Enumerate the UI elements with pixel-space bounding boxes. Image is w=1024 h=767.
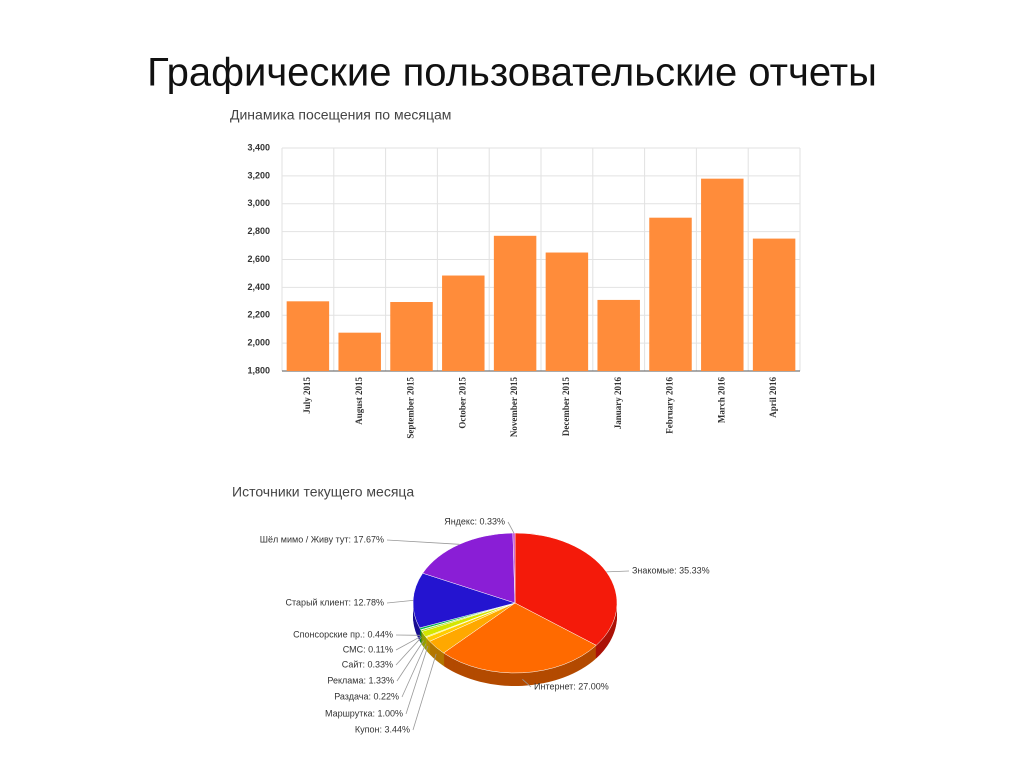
leader-line <box>606 570 630 573</box>
slice-label: Интернет: 27.00% <box>534 681 609 691</box>
x-tick-label: February 2016 <box>665 377 675 434</box>
slice-label: Спонсорские пр.: 0.44% <box>293 629 393 639</box>
x-tick-label: March 2016 <box>716 377 726 424</box>
bar <box>390 302 433 371</box>
y-tick-label: 3,400 <box>247 142 270 152</box>
slice-label: Реклама: 1.33% <box>327 675 394 685</box>
bar <box>286 301 330 371</box>
y-tick-label: 2,200 <box>247 310 270 320</box>
x-tick-label: July 2015 <box>302 377 312 414</box>
y-tick-label: 2,000 <box>247 338 270 348</box>
leader-line <box>412 653 437 731</box>
slice <box>512 532 516 604</box>
bar <box>701 178 744 371</box>
y-tick-label: 2,600 <box>247 254 270 264</box>
slice-label: Шёл мимо / Живу тут: 17.67% <box>260 534 384 544</box>
x-tick-label: November 2015 <box>509 377 519 438</box>
y-tick-label: 3,000 <box>247 198 270 208</box>
x-tick-label: October 2015 <box>457 377 467 429</box>
slice-label: Яндекс: 0.33% <box>444 516 505 526</box>
leader-line <box>386 599 414 604</box>
y-tick-label: 2,400 <box>247 282 270 292</box>
y-tick-label: 2,800 <box>247 226 270 236</box>
leader-line <box>405 645 429 715</box>
bar <box>597 299 640 371</box>
x-tick-label: December 2015 <box>561 377 571 437</box>
bar <box>649 217 692 371</box>
bar <box>545 252 589 371</box>
slice-label: Купон: 3.44% <box>355 724 410 734</box>
slice <box>412 572 516 629</box>
chart-title: Источники текущего месяца <box>232 484 414 500</box>
x-tick-label: September 2015 <box>406 377 416 439</box>
leader-line <box>522 679 532 688</box>
leader-line <box>395 636 422 651</box>
slice-label: Сайт: 0.33% <box>342 659 393 669</box>
slice <box>443 602 597 674</box>
x-tick-label: January 2016 <box>613 377 623 430</box>
slice <box>514 532 618 646</box>
bar <box>493 235 537 371</box>
leader-line <box>386 539 460 545</box>
slice-label: Раздача: 0.22% <box>334 691 399 701</box>
slice-label: Старый клиент: 12.78% <box>286 597 384 607</box>
leader-line <box>507 521 515 534</box>
slice-label: Знакомые: 35.33% <box>632 565 710 575</box>
slice <box>422 532 516 604</box>
bar <box>338 332 381 371</box>
x-tick-label: April 2016 <box>768 377 778 418</box>
leader-line <box>395 637 422 666</box>
slice-label: СМС: 0.11% <box>343 644 393 654</box>
slice-label: Маршрутка: 1.00% <box>325 708 403 718</box>
bar <box>752 238 796 371</box>
y-tick-label: 1,800 <box>247 365 270 375</box>
slide-title: Графические пользовательские отчеты <box>147 51 877 95</box>
y-tick-label: 3,200 <box>247 170 270 180</box>
chart-title: Динамика посещения по месяцам <box>230 107 451 123</box>
leader-line <box>401 643 427 698</box>
bar <box>442 275 485 371</box>
x-tick-label: August 2015 <box>354 377 364 425</box>
leader-line <box>396 640 424 682</box>
